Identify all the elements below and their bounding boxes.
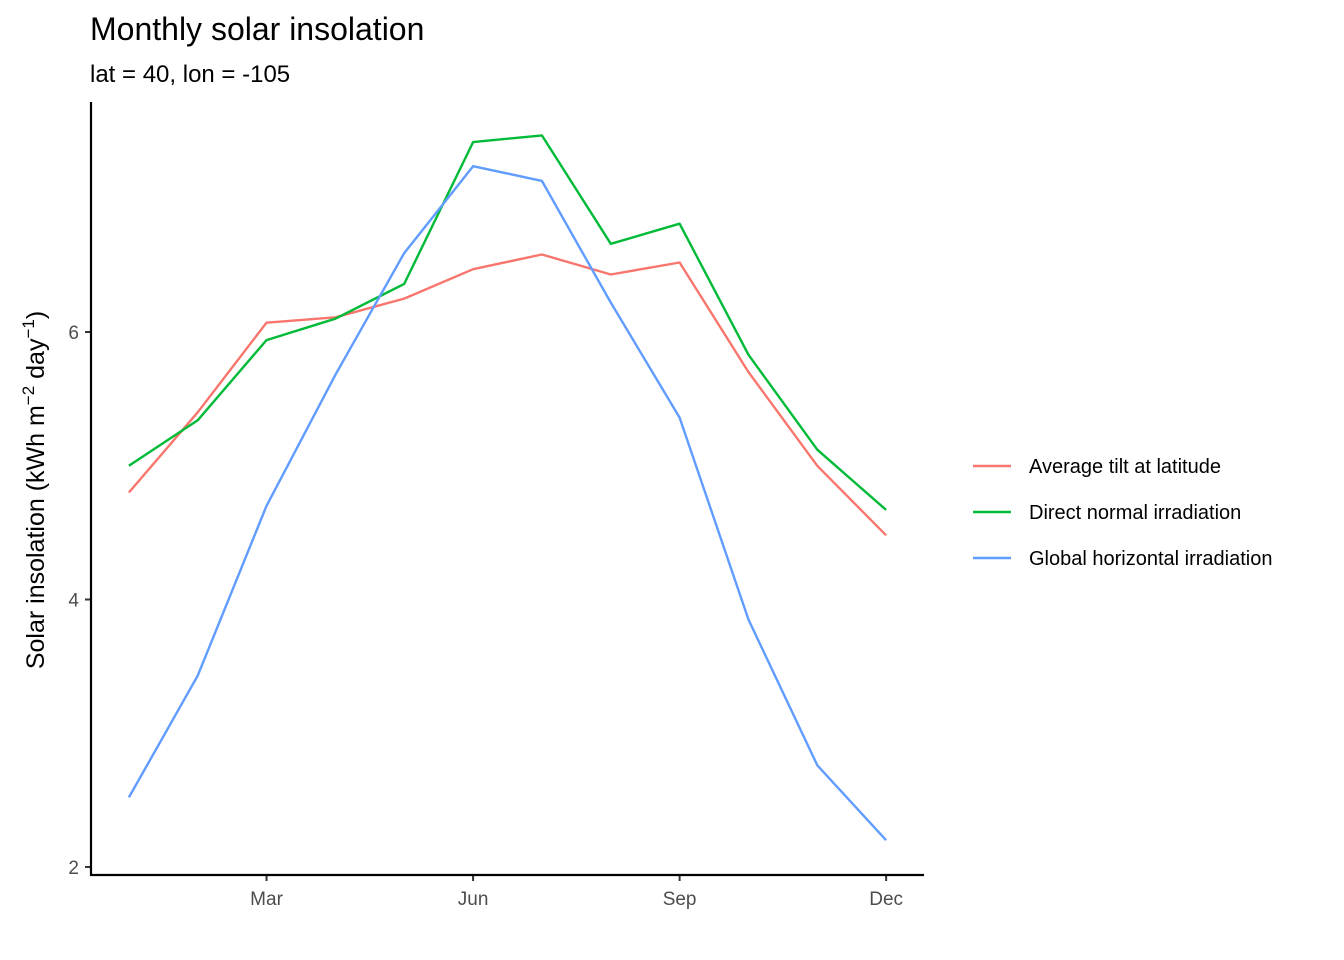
y-tick-label: 6 (68, 323, 79, 344)
y-tick-label: 4 (68, 591, 79, 612)
legend: Average tilt at latitude Direct normal ir… (973, 456, 1272, 570)
series-lines (127, 134, 887, 842)
chart-subtitle: lat = 40, lon = -105 (90, 61, 290, 88)
x-tick-label: Sep (663, 889, 697, 910)
y-axis-ticks: 2 4 6 (68, 323, 91, 879)
x-tick-label: Mar (250, 889, 283, 910)
x-axis-ticks: Mar Jun Sep Dec (250, 875, 903, 910)
series-line-1 (127, 253, 887, 537)
legend-label: Direct normal irradiation (1029, 502, 1241, 524)
legend-label: Average tilt at latitude (1029, 456, 1221, 478)
legend-label: Global horizontal irradiation (1029, 548, 1272, 570)
series-line-3 (127, 164, 887, 842)
y-tick-label: 2 (68, 858, 79, 879)
series-line-2 (128, 134, 887, 511)
y-axis-label: Solar insolation (kWh m−2 day−1) (19, 311, 50, 669)
x-tick-label: Dec (869, 889, 903, 910)
chart-title: Monthly solar insolation (90, 11, 424, 47)
x-tick-label: Jun (458, 889, 489, 910)
